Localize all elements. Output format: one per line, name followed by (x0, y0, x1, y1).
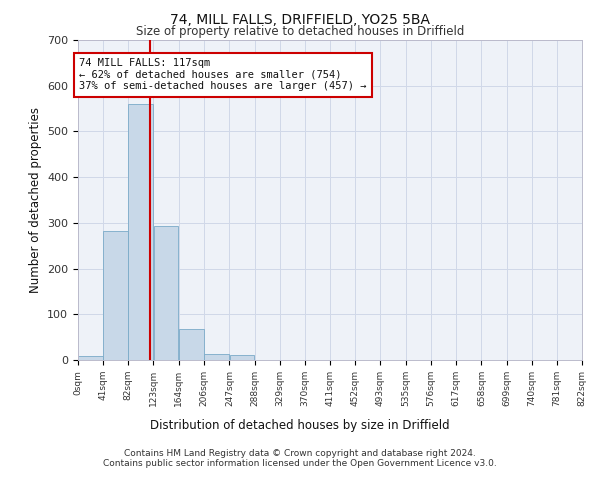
Bar (128, 104, 153, 360)
Text: 74, MILL FALLS, DRIFFIELD, YO25 5BA: 74, MILL FALLS, DRIFFIELD, YO25 5BA (170, 12, 430, 26)
Bar (78, 356, 103, 360)
Bar (179, 329, 203, 360)
Text: Contains HM Land Registry data © Crown copyright and database right 2024.: Contains HM Land Registry data © Crown c… (124, 448, 476, 458)
Text: 74 MILL FALLS: 117sqm
← 62% of detached houses are smaller (754)
37% of semi-det: 74 MILL FALLS: 117sqm ← 62% of detached … (79, 58, 367, 92)
Y-axis label: Number of detached properties: Number of detached properties (29, 107, 41, 293)
Bar (205, 354, 229, 360)
Bar (154, 226, 178, 360)
Bar (230, 356, 254, 360)
Text: Size of property relative to detached houses in Driffield: Size of property relative to detached ho… (136, 25, 464, 38)
Text: Contains public sector information licensed under the Open Government Licence v3: Contains public sector information licen… (103, 458, 497, 468)
Bar (103, 230, 128, 360)
Text: Distribution of detached houses by size in Driffield: Distribution of detached houses by size … (150, 420, 450, 432)
